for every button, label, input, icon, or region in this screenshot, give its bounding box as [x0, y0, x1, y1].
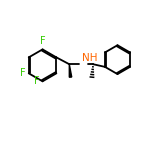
Text: F: F	[34, 76, 39, 86]
Text: F: F	[20, 68, 25, 78]
Polygon shape	[69, 64, 72, 77]
Text: F: F	[40, 36, 45, 46]
Text: NH: NH	[82, 53, 97, 63]
